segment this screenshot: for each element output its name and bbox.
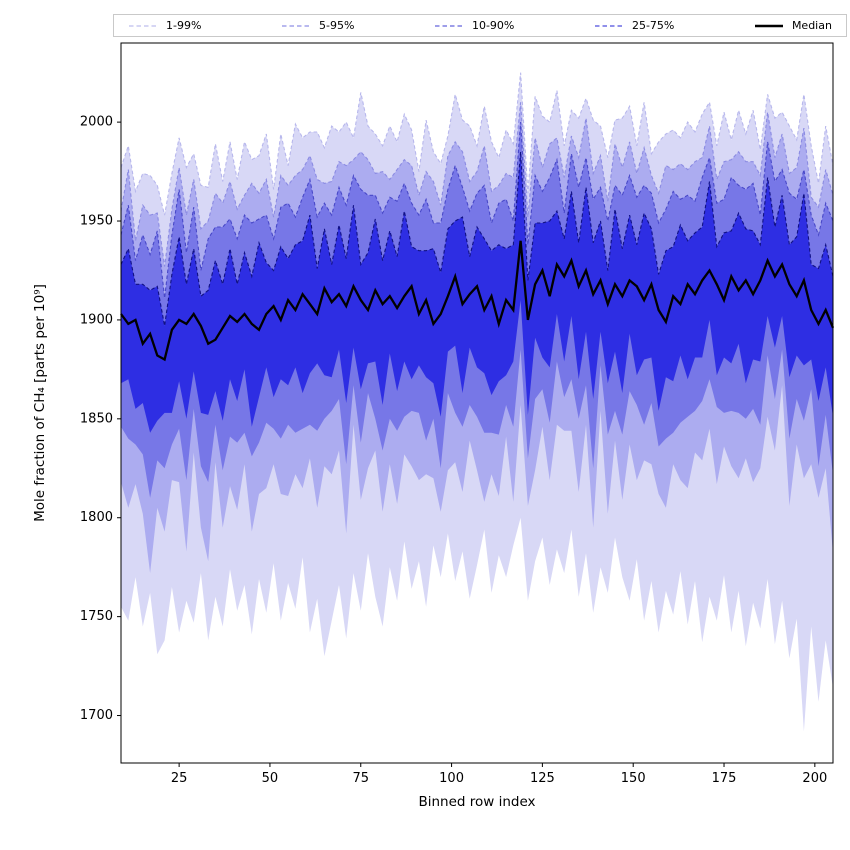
y-tick-label: 1700 — [80, 708, 113, 723]
y-tick-label: 1850 — [80, 411, 113, 426]
legend-line-icon — [129, 24, 157, 27]
y-tick-label: 2000 — [80, 115, 113, 130]
y-tick-label: 1900 — [80, 312, 113, 327]
x-tick-label: 150 — [621, 771, 646, 786]
x-tick-label: 75 — [352, 771, 369, 786]
y-tick-label: 1750 — [80, 609, 113, 624]
x-tick-label: 125 — [530, 771, 555, 786]
legend-label: 1-99% — [166, 19, 202, 32]
x-tick-label: 25 — [171, 771, 188, 786]
y-axis-label: Mole fraction of CH₄ [parts per 10⁹] — [32, 284, 48, 522]
legend-item-5-95-: 5-95% — [281, 19, 354, 32]
band-25-75--fill — [121, 151, 833, 433]
band-5-95--edge — [120, 102, 834, 267]
median-line — [120, 240, 835, 362]
y-tick-label: 1800 — [80, 510, 113, 525]
legend-label: Median — [791, 19, 832, 32]
x-axis-label: Binned row index — [418, 794, 536, 810]
band-1-99--edge — [120, 72, 834, 216]
legend-line-icon — [754, 24, 783, 27]
x-tick-label: 200 — [802, 771, 827, 786]
legend-item-Median: Median — [754, 19, 832, 32]
x-tick-label: 100 — [439, 771, 464, 786]
legend-item-1-99-: 1-99% — [128, 19, 201, 32]
legend-label: 10-90% — [471, 19, 515, 32]
plot-area-border — [120, 42, 834, 764]
legend: 1-99% 5-95% 10-90% 25-75% Median — [113, 14, 847, 37]
y-tick-label: 1950 — [80, 214, 113, 229]
legend-item-10-90-: 10-90% — [434, 19, 514, 32]
legend-line-icon — [594, 24, 623, 27]
legend-line-icon — [434, 24, 463, 27]
band-25-75--edge — [120, 151, 834, 326]
legend-item-25-75-: 25-75% — [594, 19, 674, 32]
x-tick-label: 50 — [262, 771, 279, 786]
legend-label: 25-75% — [631, 19, 675, 32]
x-tick-label: 175 — [712, 771, 737, 786]
legend-label: 5-95% — [318, 19, 355, 32]
legend-line-icon — [281, 24, 310, 27]
